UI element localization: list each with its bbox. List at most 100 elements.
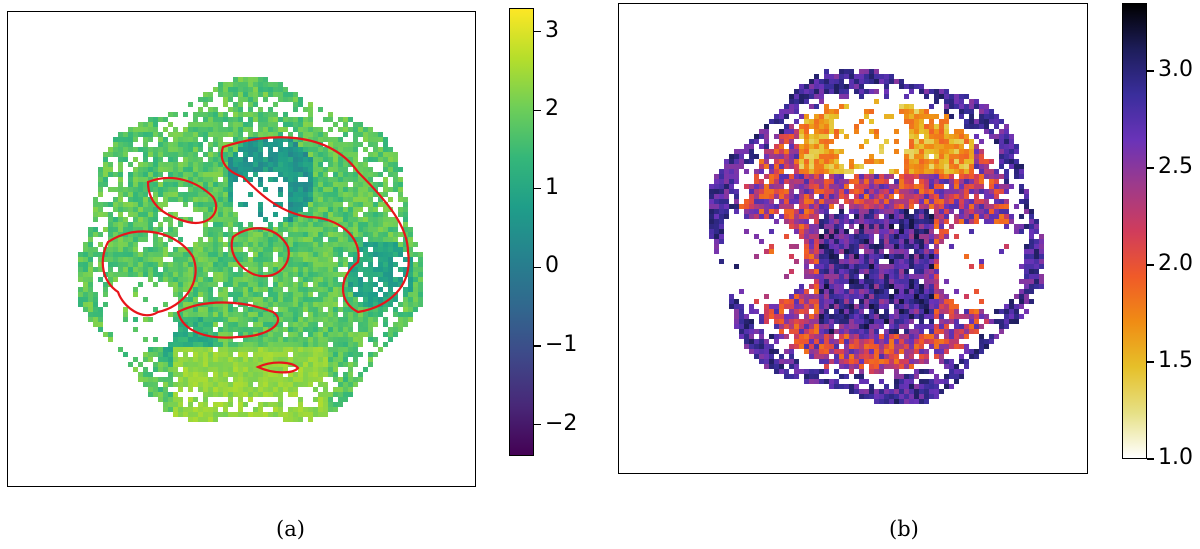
heatmap-cell [218,362,223,367]
heatmap-cell [754,134,759,139]
heatmap-cell [238,277,243,282]
heatmap-cell [313,397,318,402]
heatmap-cell [839,324,844,329]
heatmap-cell [98,242,103,247]
heatmap-cell [829,164,834,169]
heatmap-cell [979,164,984,169]
heatmap-cell [373,282,378,287]
heatmap-cell [163,162,168,167]
heatmap-cell [183,167,188,172]
heatmap-cell [198,387,203,392]
heatmap-cell [208,287,213,292]
heatmap-cell [273,162,278,167]
heatmap-cell [333,302,338,307]
heatmap-cell [188,367,193,372]
heatmap-cell [303,182,308,187]
heatmap-cell [198,322,203,327]
heatmap-cell [313,342,318,347]
heatmap-cell [1014,149,1019,154]
heatmap-cell [814,334,819,339]
heatmap-cell [1039,254,1044,259]
heatmap-cell [273,177,278,182]
heatmap-cell [308,322,313,327]
heatmap-cell [238,357,243,362]
heatmap-cell [303,167,308,172]
heatmap-cell [93,207,98,212]
heatmap-cell [163,167,168,172]
heatmap-cell [408,262,413,267]
heatmap-cell [348,297,353,302]
heatmap-cell [118,222,123,227]
heatmap-cell [308,407,313,412]
heatmap-cell [744,314,749,319]
heatmap-cell [839,289,844,294]
heatmap-cell [774,114,779,119]
heatmap-cell [869,194,874,199]
heatmap-cell [829,339,834,344]
heatmap-cell [969,199,974,204]
heatmap-cell [363,132,368,137]
heatmap-cell [804,259,809,264]
heatmap-cell [864,209,869,214]
heatmap-cell [313,127,318,132]
heatmap-cell [749,309,754,314]
heatmap-cell [884,219,889,224]
heatmap-cell [263,372,268,377]
heatmap-cell [218,212,223,217]
heatmap-cell [744,204,749,209]
heatmap-cell [333,222,338,227]
heatmap-cell [228,212,233,217]
heatmap-cell [749,154,754,159]
heatmap-cell [358,322,363,327]
heatmap-cell [148,127,153,132]
heatmap-cell [1034,274,1039,279]
heatmap-cell [794,299,799,304]
heatmap-cell [243,237,248,242]
heatmap-cell [954,129,959,134]
heatmap-cell [769,314,774,319]
heatmap-cell [228,117,233,122]
heatmap-cell [193,412,198,417]
heatmap-cell [1024,279,1029,284]
heatmap-cell [158,137,163,142]
heatmap-cell [418,297,423,302]
heatmap-cell [243,277,248,282]
heatmap-cell [203,322,208,327]
heatmap-cell [103,332,108,337]
heatmap-cell [218,257,223,262]
heatmap-cell [348,127,353,132]
heatmap-cell [1039,259,1044,264]
heatmap-cell [298,147,303,152]
heatmap-cell [163,392,168,397]
heatmap-cell [278,82,283,87]
heatmap-cell [809,244,814,249]
heatmap-cell [218,387,223,392]
heatmap-cell [844,214,849,219]
heatmap-cell [869,184,874,189]
heatmap-cell [774,324,779,329]
heatmap-cell [1009,149,1014,154]
heatmap-cell [874,304,879,309]
heatmap-cell [283,117,288,122]
heatmap-cell [268,122,273,127]
heatmap-cell [288,172,293,177]
heatmap-cell [859,294,864,299]
heatmap-cell [854,239,859,244]
heatmap-cell [253,387,258,392]
heatmap-cell [208,387,213,392]
heatmap-cell [223,302,228,307]
heatmap-cell [213,112,218,117]
heatmap-cell [303,152,308,157]
heatmap-cell [148,357,153,362]
heatmap-cell [984,164,989,169]
heatmap-cell [178,412,183,417]
heatmap-cell [924,264,929,269]
heatmap-cell [909,189,914,194]
heatmap-cell [158,222,163,227]
heatmap-cell [303,297,308,302]
heatmap-cell [353,342,358,347]
heatmap-cell [859,199,864,204]
heatmap-cell [218,317,223,322]
heatmap-cell [974,199,979,204]
heatmap-cell [263,297,268,302]
